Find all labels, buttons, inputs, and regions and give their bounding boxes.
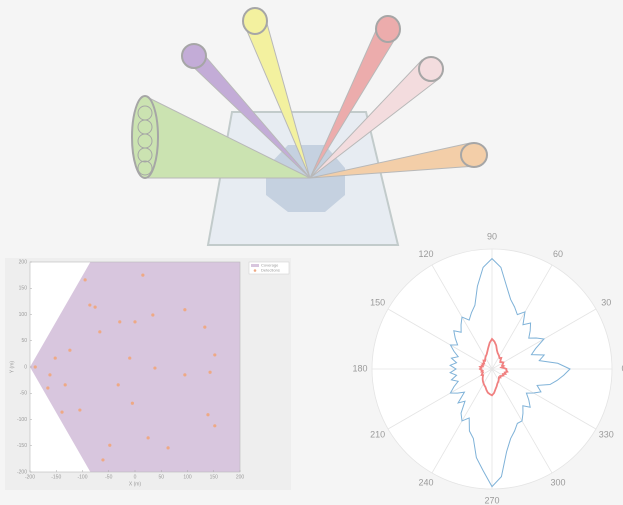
y-tick-label: 200	[19, 259, 28, 265]
detection	[108, 443, 112, 447]
detection	[183, 308, 187, 312]
detection	[93, 305, 97, 309]
y-tick-label: -200	[17, 469, 27, 475]
detection	[33, 365, 37, 369]
detection	[213, 353, 217, 357]
coverage-area	[30, 262, 240, 472]
x-tick-label: -100	[77, 474, 87, 480]
detection	[213, 424, 217, 428]
x-tick-label: -200	[25, 474, 35, 480]
detection	[183, 373, 187, 377]
polar-spoke	[491, 264, 553, 370]
theta-tick-label: 0	[621, 363, 623, 373]
detection	[151, 313, 155, 317]
y-tick-label: -100	[17, 417, 27, 423]
legend-swatch	[253, 269, 257, 272]
theta-tick-label: 150	[370, 297, 385, 307]
theta-tick-label: 60	[553, 249, 563, 259]
theta-tick-label: 180	[352, 363, 367, 373]
beam-end	[242, 7, 268, 35]
detection	[48, 373, 52, 377]
beam-end	[131, 95, 159, 179]
x-tick-label: -150	[51, 474, 61, 480]
theta-tick-label: 240	[418, 478, 433, 488]
detection	[98, 330, 102, 334]
legend-label: Coverage	[261, 263, 279, 268]
y-tick-label: 100	[19, 312, 28, 318]
beam-end	[375, 15, 401, 43]
y-tick-label: 0	[24, 364, 27, 370]
theta-tick-label: 300	[550, 478, 565, 488]
x-tick-label: 150	[210, 474, 219, 480]
polar-trace	[449, 257, 571, 488]
detection	[78, 408, 82, 412]
detection	[60, 410, 64, 414]
detection	[83, 278, 87, 282]
polar-spoke	[491, 368, 597, 430]
polar-spoke	[387, 368, 493, 430]
theta-tick-label: 210	[370, 429, 385, 439]
detection	[133, 320, 137, 324]
polar-trace	[478, 337, 509, 397]
detection	[46, 386, 50, 390]
detection	[128, 356, 132, 360]
polar-spoke	[387, 308, 493, 370]
theta-tick-label: 270	[484, 495, 499, 505]
theta-tick-label: 330	[599, 429, 614, 439]
detection	[118, 320, 122, 324]
detection	[166, 446, 170, 450]
beam-diagram	[131, 7, 488, 246]
y-tick-label: -50	[20, 391, 27, 397]
y-tick-label: 50	[21, 338, 27, 344]
beam-end	[460, 142, 488, 168]
detection	[53, 356, 57, 360]
x-axis-label: X (m)	[129, 481, 142, 487]
y-tick-label: 150	[19, 286, 28, 292]
detection	[63, 383, 67, 387]
sub-beams	[137, 105, 153, 176]
beam-end	[181, 43, 207, 69]
detection	[101, 458, 105, 462]
detection	[68, 348, 72, 352]
x-tick-label: -50	[105, 474, 112, 480]
detection	[116, 383, 120, 387]
beam-end	[418, 56, 444, 82]
detection	[88, 303, 92, 307]
theta-tick-label: 120	[418, 249, 433, 259]
detection	[203, 325, 207, 329]
detection	[153, 366, 157, 370]
theta-tick-label: 30	[601, 297, 611, 307]
detection	[146, 436, 150, 440]
theta-tick-label: 90	[487, 231, 497, 241]
legend-swatch	[251, 264, 259, 267]
x-tick-label: 50	[158, 474, 164, 480]
y-axis-label: Y (m)	[9, 361, 15, 373]
detection	[141, 273, 145, 277]
detection	[130, 401, 134, 405]
legend-label: Detections	[261, 268, 280, 273]
x-tick-label: 100	[183, 474, 192, 480]
x-tick-label: 200	[236, 474, 245, 480]
detection	[206, 413, 210, 417]
x-tick-label: 0	[134, 474, 137, 480]
detection	[208, 370, 212, 374]
y-tick-label: -150	[17, 443, 27, 449]
